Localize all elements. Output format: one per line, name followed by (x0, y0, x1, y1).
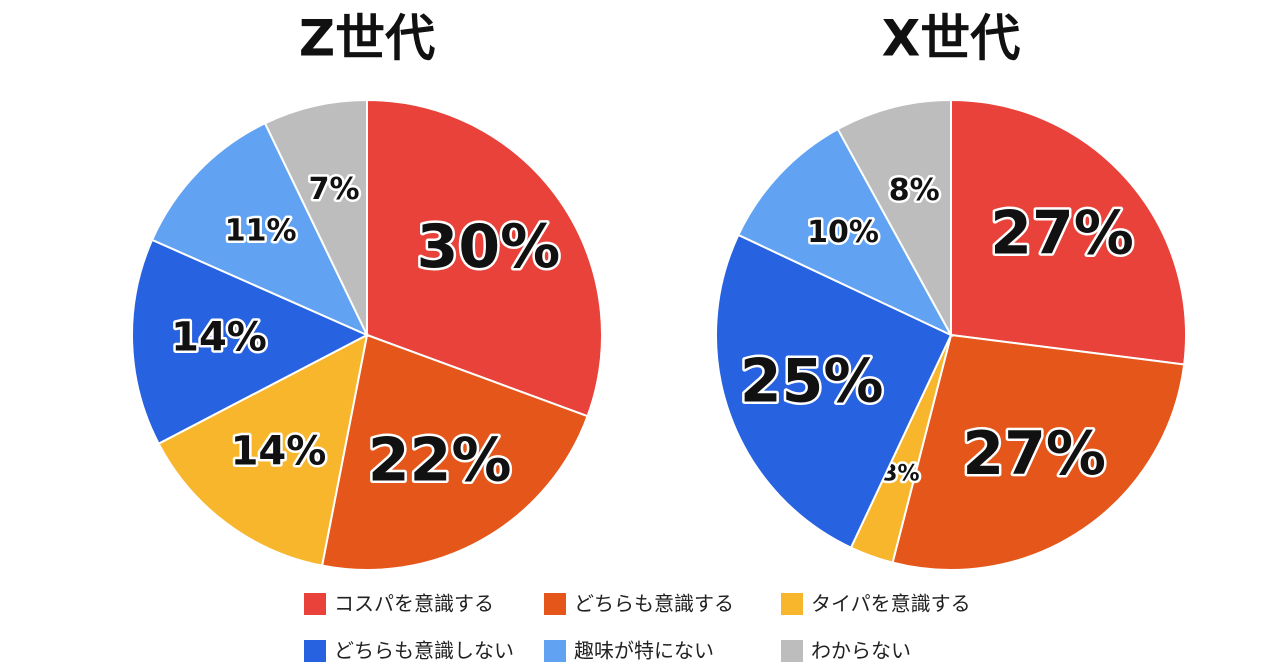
legend-label: タイパを意識する (811, 592, 971, 616)
pie-slice (715, 233, 953, 549)
pie-slice (366, 98, 603, 418)
legend-label: どちらも意識しない (334, 639, 514, 663)
data-label: 22% (368, 426, 512, 496)
data-label: 10% (807, 215, 879, 250)
pie-slice (950, 98, 1187, 366)
data-label: 14% (231, 429, 327, 475)
legend-label: コスパを意識する (334, 592, 494, 616)
data-label: 25% (740, 347, 884, 417)
pie-slice (150, 121, 370, 338)
legend-swatch (304, 593, 326, 615)
pie-slice (263, 98, 368, 336)
legend-label: どちらも意識する (574, 592, 734, 616)
data-label: 14% (171, 315, 267, 361)
data-label: 3% (882, 461, 919, 486)
pie-slice (157, 333, 369, 567)
pie-slice (320, 333, 589, 571)
pie-slice (737, 127, 954, 338)
chart-title: X世代 (882, 10, 1021, 68)
legend-swatch (304, 640, 326, 662)
pie-slice (836, 98, 952, 336)
legend-swatch (781, 593, 803, 615)
data-label: 30% (417, 212, 561, 282)
pie-slice (891, 333, 1186, 571)
legend-swatch (544, 640, 566, 662)
data-label: 27% (962, 419, 1106, 489)
legend-label: 趣味が特にない (574, 639, 714, 663)
legend-label: わからない (811, 639, 911, 663)
legend-swatch (544, 593, 566, 615)
data-label: 27% (990, 199, 1134, 269)
chart-title: Z世代 (299, 10, 435, 68)
legend-swatch (781, 640, 803, 662)
data-label: 11% (225, 214, 297, 249)
pie-slice (131, 238, 370, 446)
data-label: 8% (889, 173, 940, 208)
data-label: 7% (309, 172, 360, 207)
